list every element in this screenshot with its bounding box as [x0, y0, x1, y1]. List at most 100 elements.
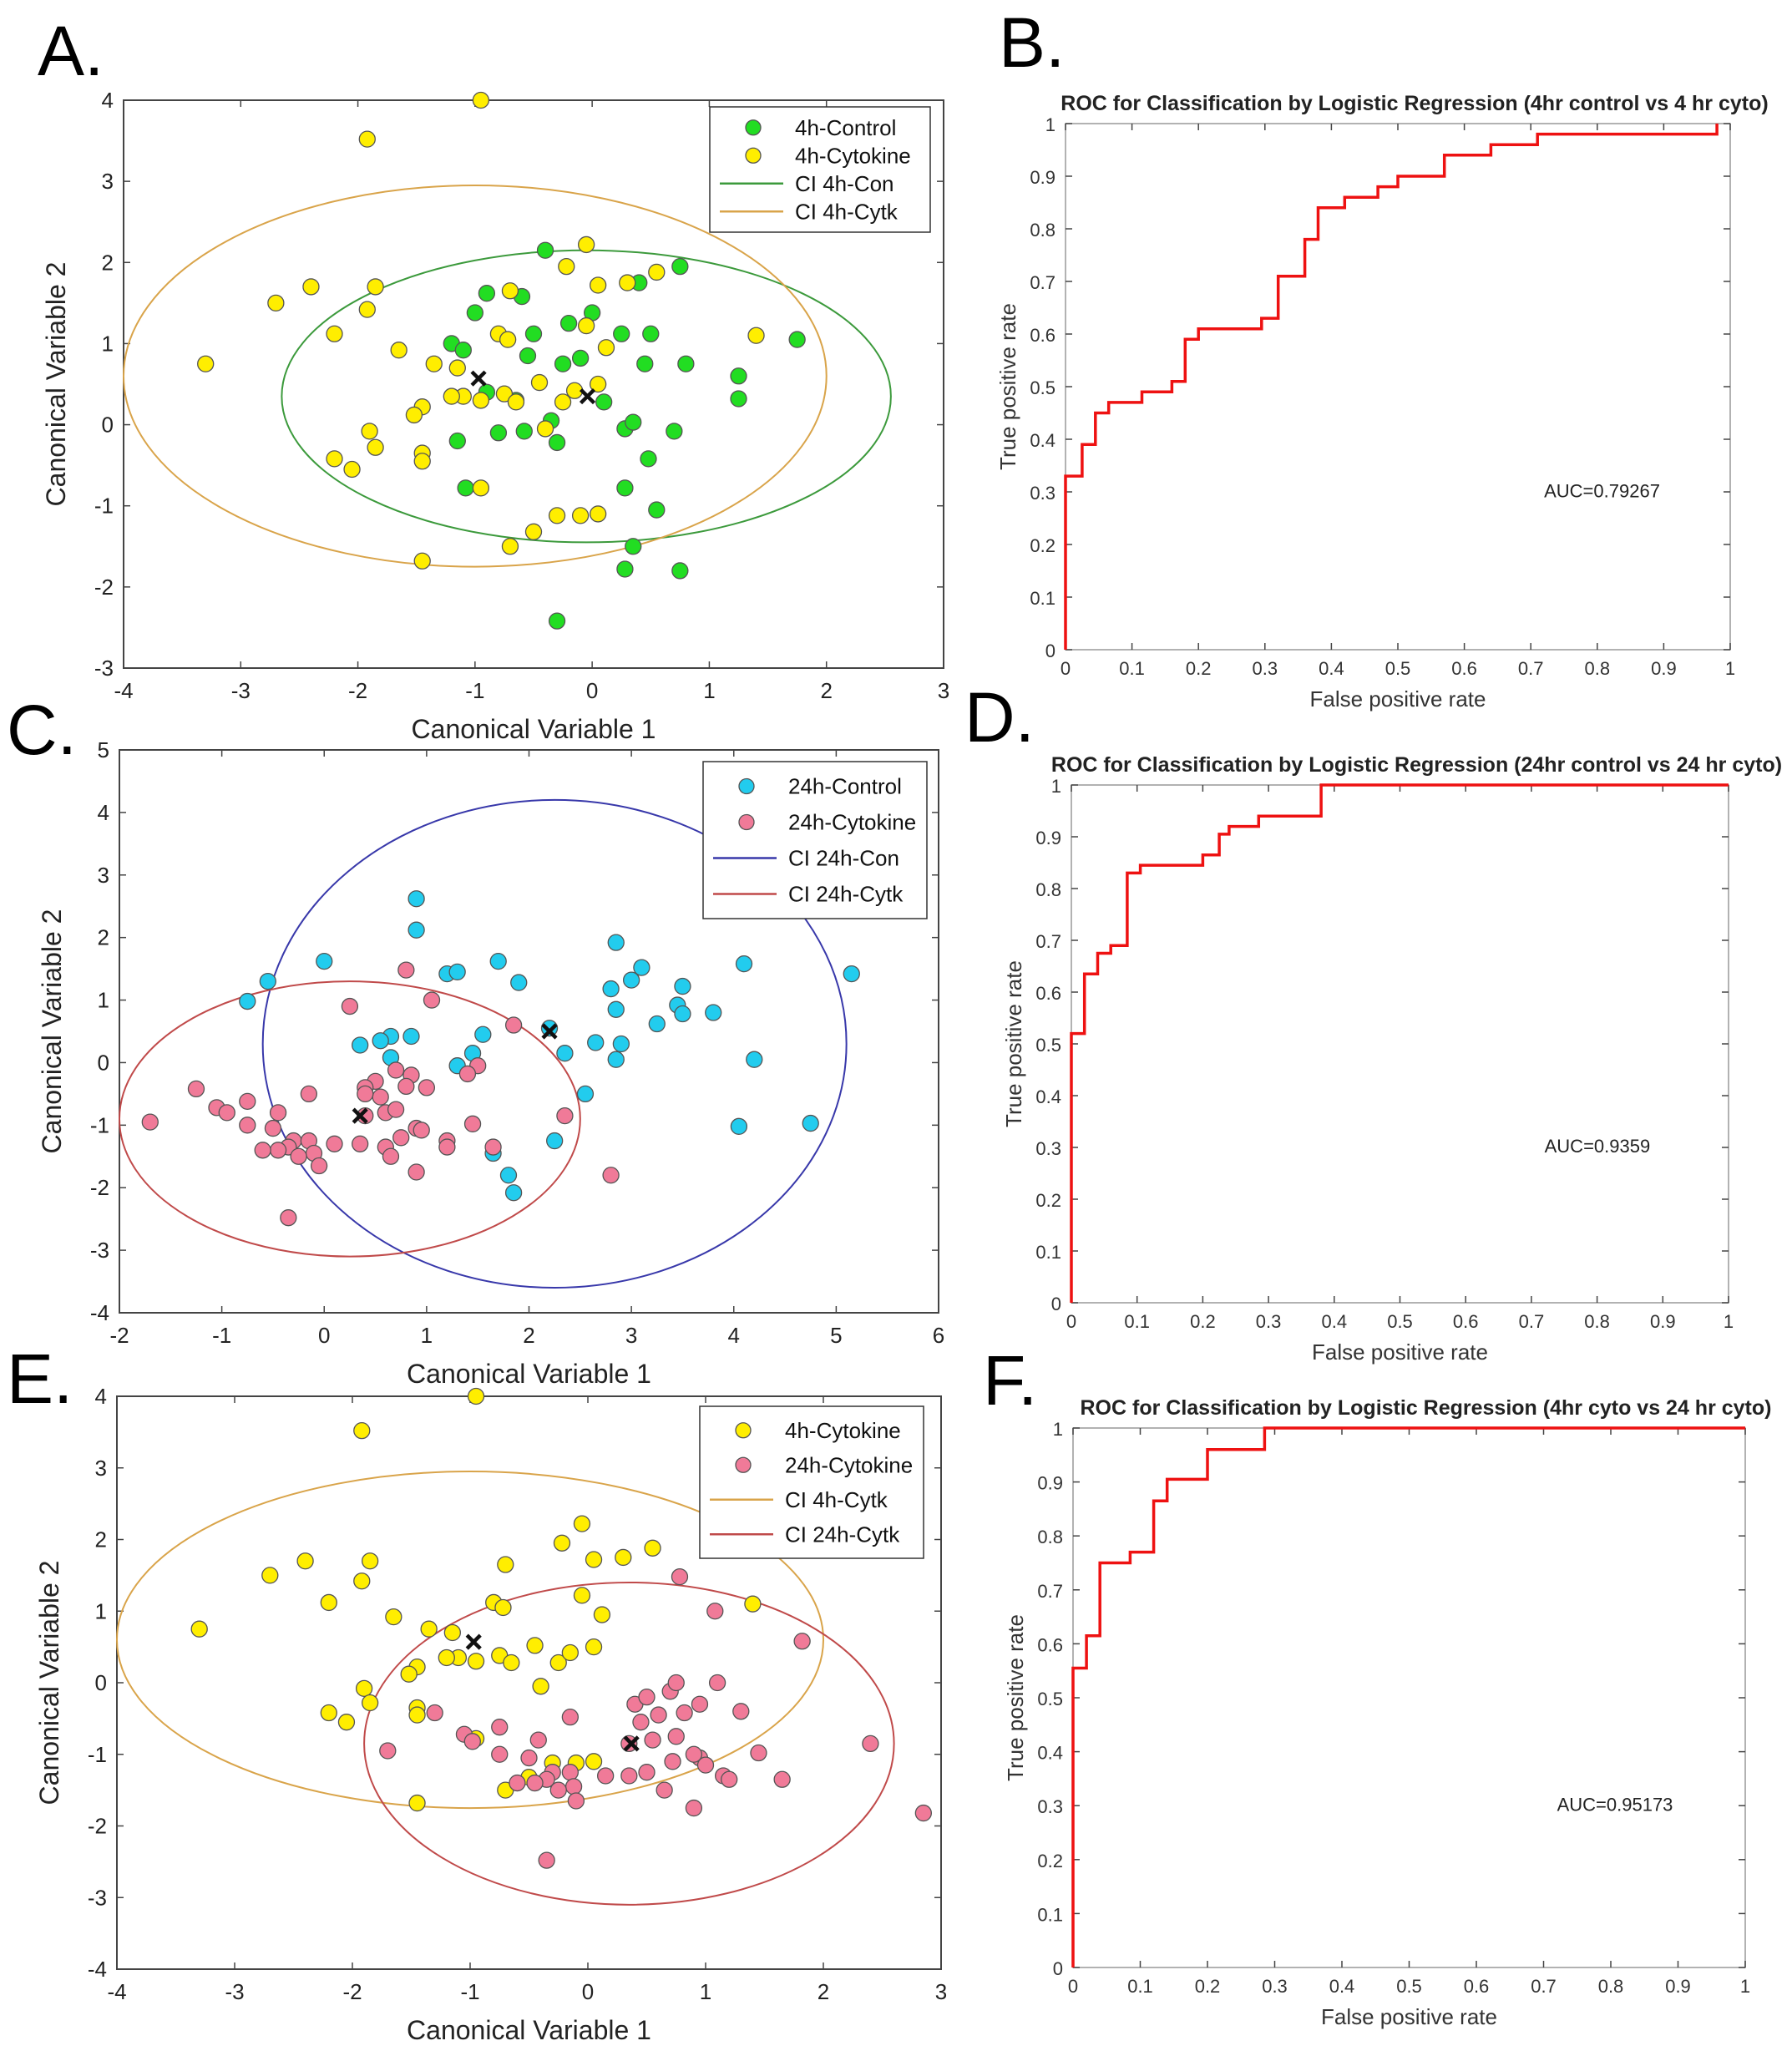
y-tick-label: 0.9 [1030, 167, 1055, 188]
x-tick-label: 1 [703, 678, 715, 703]
data-point-2 [708, 1674, 726, 1692]
y-tick-label: 0.3 [1037, 1796, 1063, 1817]
y-tick-label: -2 [88, 1814, 107, 1839]
data-point-2 [536, 420, 554, 438]
ci-ellipse-2 [119, 980, 581, 1258]
y-tick-label: 0.7 [1030, 272, 1055, 293]
data-point-1 [576, 1085, 595, 1103]
data-point-2 [558, 257, 575, 276]
y-tick-label: 0 [102, 413, 114, 438]
data-point-2 [382, 1147, 400, 1165]
data-point-2 [529, 1731, 547, 1749]
data-point-2 [141, 1113, 159, 1131]
roc-curve [1071, 1426, 1745, 1967]
data-point-2 [862, 1734, 879, 1753]
y-tick-label: -1 [90, 1112, 109, 1137]
x-tick-label: 0.9 [1650, 1311, 1676, 1332]
y-tick-label: -4 [90, 1300, 109, 1325]
data-point-2 [367, 438, 384, 456]
x-tick-label: 0.7 [1531, 1976, 1557, 1997]
data-point-1 [457, 479, 474, 497]
data-point-1 [504, 1184, 523, 1202]
centroid-marker [352, 1107, 368, 1124]
data-point-2 [597, 339, 615, 357]
data-point-1 [519, 347, 537, 365]
y-tick-label: 1 [1051, 776, 1061, 797]
data-point-2 [326, 450, 343, 468]
data-point-1 [355, 1679, 373, 1698]
y-axis-label: True positive rate [995, 303, 1020, 470]
x-tick-label: 0.8 [1584, 1311, 1610, 1332]
y-tick-label: 0.2 [1037, 1851, 1063, 1871]
x-tick-label: -3 [231, 678, 251, 703]
data-point-2 [423, 991, 441, 1009]
data-point-1 [361, 1552, 379, 1570]
x-tick-label: 0.2 [1190, 1311, 1216, 1332]
x-tick-label: 0 [586, 678, 598, 703]
data-point-1 [607, 1000, 625, 1018]
data-point-2 [597, 1767, 615, 1785]
data-point-1 [648, 1015, 666, 1033]
data-point-2 [556, 1107, 574, 1125]
data-point-2 [239, 1117, 256, 1134]
axes-frame [1072, 1427, 1746, 1968]
data-point-1 [337, 1714, 356, 1731]
y-tick-label: 0.8 [1030, 220, 1055, 241]
data-point-2 [495, 385, 514, 403]
data-point-2 [520, 1749, 538, 1767]
data-point-2 [367, 278, 384, 296]
data-point-2 [343, 460, 361, 479]
data-point-2 [390, 342, 408, 359]
data-point-1 [489, 952, 507, 970]
y-tick-label: 1 [1053, 1419, 1063, 1440]
data-point-1 [677, 355, 695, 372]
data-point-2 [650, 1706, 667, 1724]
x-axis-label: False positive rate [1310, 686, 1486, 712]
data-point-2 [538, 1851, 555, 1869]
x-tick-label: 2 [818, 1979, 829, 2004]
data-point-2 [571, 507, 590, 524]
x-tick-label: 0.1 [1119, 658, 1145, 679]
legend-label: CI 24h-Cytk [785, 1522, 900, 1547]
y-tick-label: 0.2 [1030, 535, 1055, 556]
x-tick-label: -1 [212, 1323, 231, 1348]
centroid-marker [541, 1023, 558, 1040]
data-point-1 [408, 1706, 426, 1724]
data-point-2 [602, 1167, 620, 1184]
data-point-2 [426, 1704, 443, 1722]
data-point-1 [296, 1552, 314, 1570]
data-point-1 [615, 1548, 632, 1567]
y-tick-label: 2 [95, 1527, 107, 1552]
x-tick-label: 0.6 [1464, 1976, 1490, 1997]
x-tick-label: 0.1 [1127, 1976, 1153, 1997]
data-point-1 [553, 1534, 571, 1552]
data-point-1 [730, 1117, 748, 1135]
panel-letter: A. [38, 12, 104, 90]
data-point-1 [625, 538, 642, 555]
data-point-1 [540, 1020, 559, 1037]
data-point-1 [730, 390, 747, 408]
data-point-2 [590, 276, 607, 294]
data-point-1 [261, 1567, 279, 1584]
y-tick-label: 0.1 [1035, 1242, 1061, 1263]
x-tick-label: 0 [582, 1979, 594, 2004]
x-tick-label: -2 [109, 1323, 129, 1348]
y-tick-label: 3 [95, 1456, 107, 1481]
data-point-2 [326, 1135, 343, 1152]
y-tick-label: 0.4 [1030, 430, 1055, 451]
data-point-2 [638, 1689, 656, 1706]
x-tick-label: 3 [625, 1323, 637, 1348]
y-tick-label: 1 [102, 331, 114, 356]
data-point-1 [602, 980, 620, 998]
panel-letter: E. [7, 1339, 73, 1418]
y-tick-label: 5 [98, 737, 109, 762]
legend-marker [735, 1456, 752, 1473]
centroid-marker [623, 1735, 640, 1752]
data-point-2 [239, 1092, 256, 1111]
y-axis-label: Canonical Variable 2 [34, 1561, 64, 1805]
data-point-2 [501, 282, 519, 300]
data-point-2 [667, 1728, 685, 1745]
data-point-2 [620, 1767, 638, 1785]
data-point-2 [326, 325, 343, 342]
data-point-2 [504, 1016, 523, 1034]
